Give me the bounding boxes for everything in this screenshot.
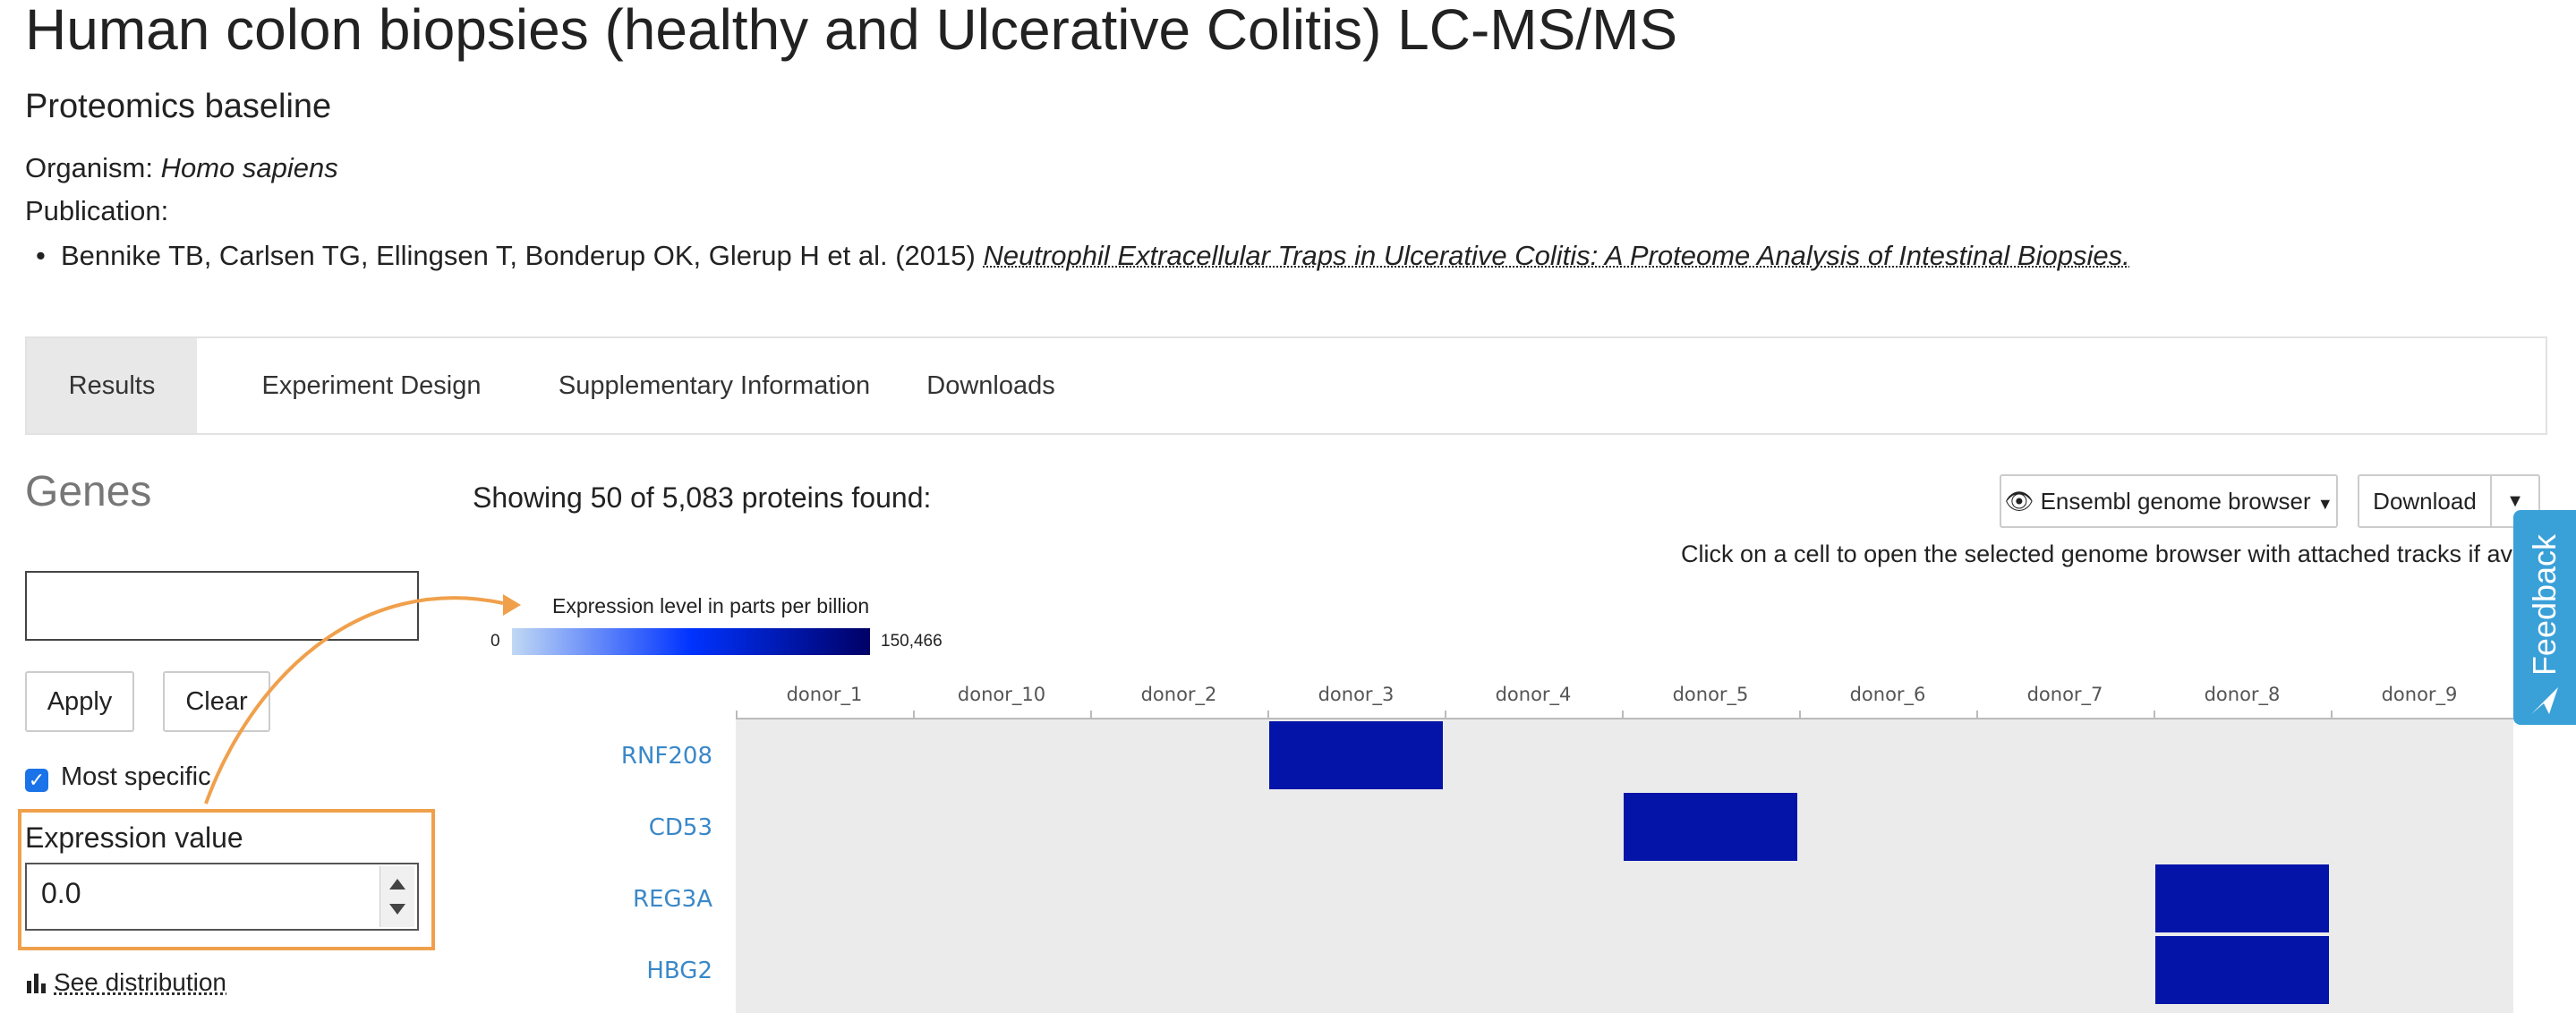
legend-title: Expression level in parts per billion bbox=[552, 594, 870, 617]
caret-down-icon: ▼ bbox=[2316, 495, 2333, 513]
see-distribution-label: See distribution bbox=[54, 968, 227, 996]
tab-results[interactable]: Results bbox=[27, 338, 197, 433]
column-tick bbox=[1799, 711, 1801, 719]
genome-browser-dropdown[interactable]: 👁 Ensembl genome browser ▼ bbox=[2000, 474, 2338, 528]
heatmap-cell-rnf208-donor_3[interactable] bbox=[1269, 721, 1443, 789]
column-tick bbox=[1976, 711, 1978, 719]
expression-value-text: 0.0 bbox=[41, 877, 81, 909]
heatmap-header-line bbox=[736, 718, 2513, 719]
column-tick bbox=[1445, 711, 1446, 719]
column-tick bbox=[1090, 711, 1092, 719]
organism-value: Homo sapiens bbox=[160, 152, 338, 183]
column-label-donor_1: donor_1 bbox=[786, 684, 863, 705]
gene-link-cd53[interactable]: CD53 bbox=[648, 814, 712, 841]
heatmap-cell-reg3a-donor_8[interactable] bbox=[2155, 864, 2329, 932]
organism-line: Organism: Homo sapiens bbox=[25, 152, 338, 184]
column-tick bbox=[1622, 711, 1624, 719]
column-tick bbox=[2154, 711, 2155, 719]
feedback-label-container[interactable]: Feedback bbox=[2513, 510, 2576, 725]
checkbox-checked-icon[interactable]: ✓ bbox=[25, 769, 48, 792]
column-label-donor_8: donor_8 bbox=[2204, 684, 2281, 705]
publication-item: • Bennike TB, Carlsen TG, Ellingsen T, Bo… bbox=[36, 240, 2130, 272]
tab-supplementary-information[interactable]: Supplementary Information bbox=[558, 371, 871, 400]
legend-min: 0 bbox=[490, 632, 500, 651]
bar-chart-icon bbox=[27, 974, 46, 993]
step-up-icon bbox=[389, 879, 405, 890]
publication-link[interactable]: Neutrophil Extracellular Traps in Ulcera… bbox=[983, 240, 2130, 271]
bullet-icon: • bbox=[36, 240, 46, 271]
organism-label: Organism: bbox=[25, 152, 153, 183]
gene-search-input[interactable] bbox=[25, 571, 419, 641]
column-label-donor_2: donor_2 bbox=[1140, 684, 1217, 705]
column-label-donor_3: donor_3 bbox=[1318, 684, 1395, 705]
page-title: Human colon biopsies (healthy and Ulcera… bbox=[25, 0, 1678, 62]
column-label-donor_7: donor_7 bbox=[2026, 684, 2103, 705]
genome-browser-hint: Click on a cell to open the selected gen… bbox=[1681, 541, 2528, 567]
clear-button[interactable]: Clear bbox=[163, 671, 270, 732]
heatmap-cell-cd53-donor_5[interactable] bbox=[1624, 793, 1797, 861]
page-subtitle: Proteomics baseline bbox=[25, 88, 332, 125]
most-specific-option[interactable]: ✓ Most specific bbox=[25, 762, 211, 792]
feedback-label: Feedback bbox=[2526, 533, 2563, 676]
expression-value-label: Expression value bbox=[25, 821, 243, 854]
download-button[interactable]: Download bbox=[2358, 474, 2492, 528]
legend-gradient bbox=[512, 628, 870, 655]
column-label-donor_9: donor_9 bbox=[2381, 684, 2458, 705]
column-label-donor_4: donor_4 bbox=[1495, 684, 1572, 705]
publication-authors: Bennike TB, Carlsen TG, Ellingsen T, Bon… bbox=[61, 240, 976, 271]
expression-stepper[interactable] bbox=[380, 866, 414, 927]
column-label-donor_6: donor_6 bbox=[1849, 684, 1926, 705]
tab-experiment-design[interactable]: Experiment Design bbox=[261, 371, 482, 400]
publication-label: Publication: bbox=[25, 195, 169, 226]
column-label-donor_5: donor_5 bbox=[1672, 684, 1749, 705]
column-tick bbox=[2331, 711, 2333, 719]
tab-downloads[interactable]: Downloads bbox=[926, 371, 1055, 400]
most-specific-label: Most specific bbox=[61, 762, 211, 791]
genome-browser-label: Ensembl genome browser bbox=[2040, 488, 2311, 515]
feedback-tab[interactable] bbox=[2513, 510, 2576, 725]
results-count: Showing 50 of 5,083 proteins found: bbox=[473, 481, 932, 514]
expression-value-highlight bbox=[18, 809, 435, 950]
column-tick bbox=[913, 711, 915, 719]
apply-button[interactable]: Apply bbox=[25, 671, 134, 732]
see-distribution-link[interactable]: See distribution bbox=[25, 968, 226, 997]
column-tick bbox=[736, 711, 738, 719]
step-down-icon bbox=[389, 904, 405, 915]
gene-link-rnf208[interactable]: RNF208 bbox=[620, 743, 712, 770]
column-label-donor_10: donor_10 bbox=[957, 684, 1046, 705]
genes-heading: Genes bbox=[25, 468, 152, 515]
gene-link-reg3a[interactable]: REG3A bbox=[633, 886, 712, 913]
heatmap-cell-hbg2-donor_8[interactable] bbox=[2155, 936, 2329, 1004]
eye-icon: 👁 bbox=[2004, 488, 2034, 515]
send-icon bbox=[2531, 687, 2558, 714]
legend-max: 150,466 bbox=[881, 632, 943, 651]
tab-bar: Results Experiment Design Supplementary … bbox=[25, 336, 2547, 435]
column-tick bbox=[1267, 711, 1269, 719]
expression-value-input[interactable] bbox=[25, 863, 419, 931]
gene-link-hbg2[interactable]: HBG2 bbox=[646, 958, 712, 984]
